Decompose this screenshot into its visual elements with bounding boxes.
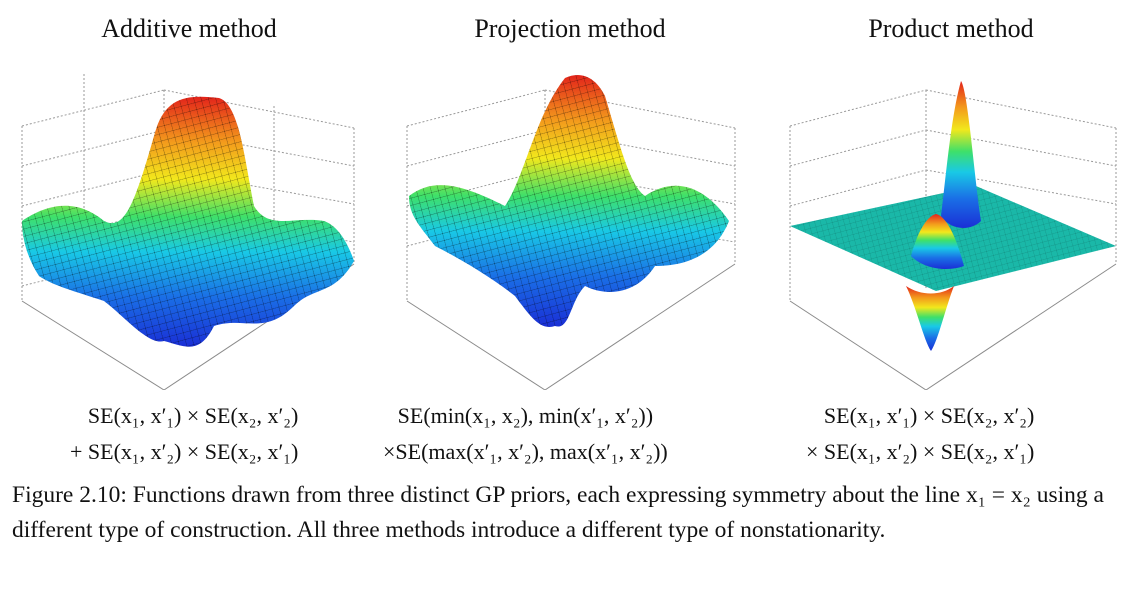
formula-line-1: SE(min(x₁, x₂), min(x′₁, x′₂)) bbox=[397, 403, 654, 428]
panel-title: Projection method bbox=[474, 14, 666, 43]
surface-plot-product bbox=[789, 81, 1117, 390]
kernel-formula: SE(x₁, x′₁) × SE(x₂, x′₂) × SE(x₁, x′₂) … bbox=[806, 398, 1034, 470]
formula-line-2: × SE(x₁, x′₂) × SE(x₂, x′₁) bbox=[806, 439, 1035, 464]
formula-line-2: ×SE(max(x′₁, x′₂), max(x′₁, x′₂)) bbox=[383, 439, 668, 464]
surface bbox=[790, 81, 1116, 351]
surface-plot-projection bbox=[406, 75, 736, 390]
figure-caption: Figure 2.10: Functions drawn from three … bbox=[12, 478, 1116, 548]
surface bbox=[409, 75, 729, 327]
caption-text: Functions drawn from three distinct GP p… bbox=[12, 482, 1104, 543]
formula-line-1: SE(x₁, x′₁) × SE(x₂, x′₂) bbox=[87, 403, 299, 428]
formula-line-1: SE(x₁, x′₁) × SE(x₂, x′₂) bbox=[823, 403, 1035, 428]
caption-label: Figure 2.10: bbox=[12, 482, 127, 508]
formula-line-2: + SE(x₁, x′₂) × SE(x₂, x′₁) bbox=[70, 439, 299, 464]
kernel-formula: SE(x₁, x′₁) × SE(x₂, x′₂) + SE(x₁, x′₂) … bbox=[70, 398, 298, 470]
panel-title: Additive method bbox=[101, 14, 277, 43]
surface bbox=[22, 96, 354, 347]
surface-plot-additive bbox=[21, 74, 355, 390]
kernel-formula: SE(min(x₁, x₂), min(x′₁, x′₂)) ×SE(max(x… bbox=[383, 398, 668, 470]
panel-title: Product method bbox=[868, 14, 1034, 43]
